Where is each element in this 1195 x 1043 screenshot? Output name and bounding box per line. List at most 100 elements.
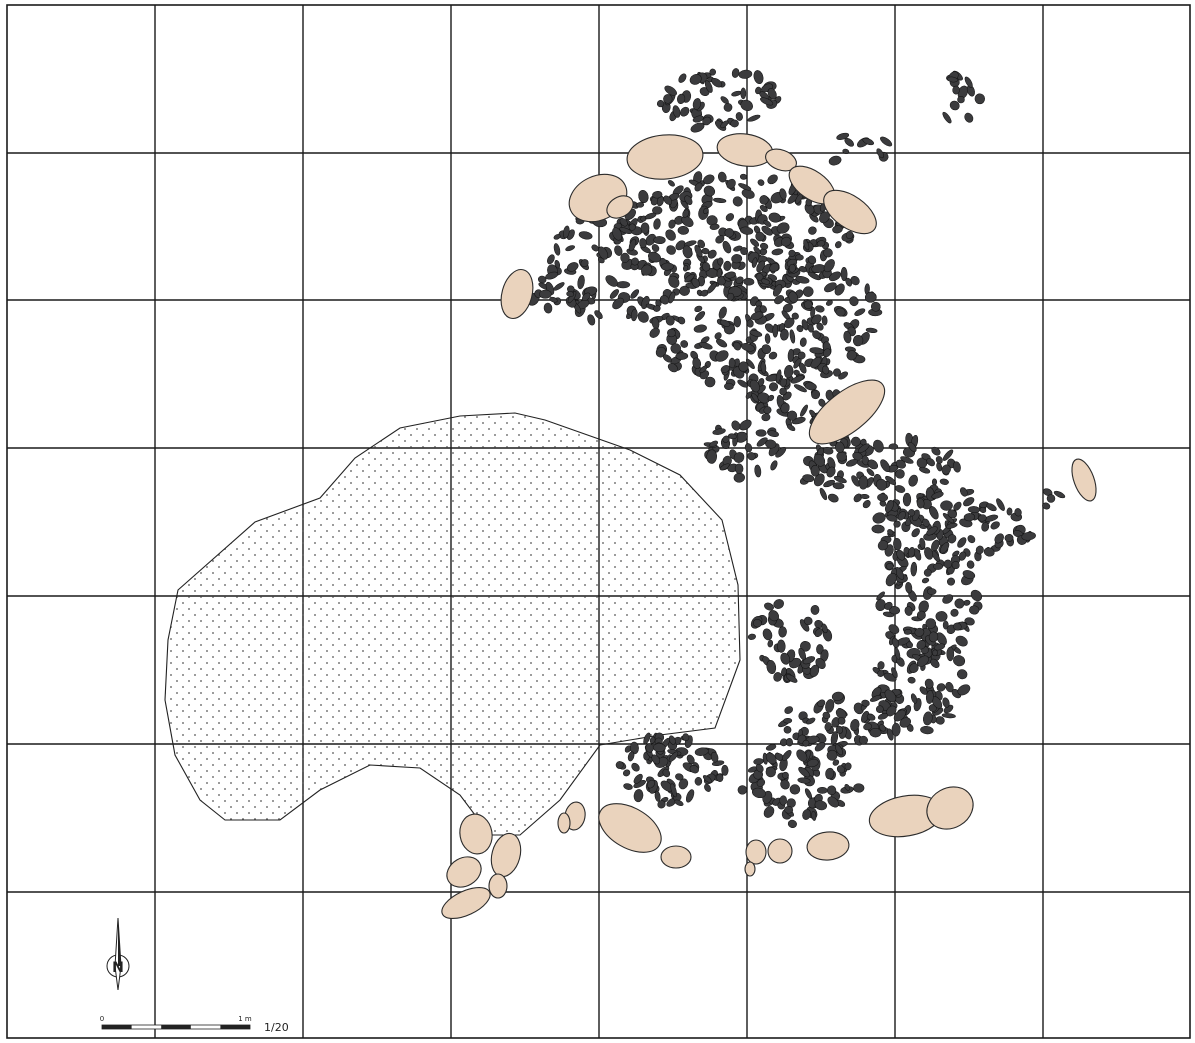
- cobble-stone: [547, 254, 555, 265]
- cobble-stone: [704, 783, 711, 792]
- slab: [459, 813, 493, 855]
- cobble-stone: [952, 85, 960, 95]
- cobble-stone: [791, 312, 799, 320]
- cobble-stone: [832, 482, 845, 490]
- cobble-stone: [622, 769, 631, 777]
- cobble-stone: [865, 327, 878, 334]
- cobble-stone: [886, 562, 894, 570]
- cobble-stone: [845, 458, 859, 467]
- cobble-stone: [779, 387, 787, 396]
- cobble-stone: [670, 783, 677, 798]
- cobble-stone: [967, 535, 976, 544]
- cobble-stone: [759, 204, 768, 213]
- cobble-stone: [945, 522, 958, 529]
- cobble-stone: [692, 357, 702, 369]
- cobble-stone: [726, 292, 735, 301]
- cobble-stone: [719, 463, 731, 471]
- cobble-stone: [762, 628, 773, 641]
- cobble-stone: [884, 689, 897, 703]
- cobble-stone: [955, 635, 968, 647]
- cobble-stone: [668, 291, 676, 304]
- cobble-stone: [891, 722, 901, 737]
- cobble-stone: [683, 240, 697, 247]
- cobble-stone: [1004, 534, 1014, 542]
- cobble-stone: [832, 225, 843, 234]
- cobble-stone: [824, 722, 832, 731]
- cobble-stone: [871, 524, 885, 534]
- cobble-stone: [703, 185, 716, 197]
- cobble-stone: [858, 475, 869, 490]
- cobble-stone: [809, 664, 820, 678]
- cobble-stone: [594, 310, 603, 319]
- cobble-stone: [767, 430, 779, 437]
- cobble-stone: [978, 514, 987, 522]
- cobble-stone: [775, 369, 782, 384]
- cobble-stone: [924, 678, 934, 689]
- cobble-stone: [629, 741, 639, 755]
- cobble-stone: [706, 449, 717, 464]
- cobble-stone: [756, 437, 768, 447]
- cobble-stone: [652, 191, 663, 199]
- cobble-stone: [1006, 507, 1013, 516]
- cobble-stone: [709, 223, 720, 230]
- cobble-stone: [862, 137, 874, 146]
- cobble-stone: [663, 94, 673, 104]
- slab: [744, 861, 756, 877]
- cobble-stone: [803, 239, 810, 251]
- cobble-stone: [899, 717, 911, 728]
- cobble-layer: [527, 68, 1066, 828]
- cobble-stone: [609, 289, 619, 299]
- cobble-stone: [846, 350, 857, 361]
- cobble-stone: [737, 785, 748, 795]
- cobble-stone: [810, 464, 820, 477]
- cobble-stone: [787, 410, 798, 421]
- cobble-stone: [751, 393, 760, 403]
- scale-ratio-label: 1/20: [264, 1021, 289, 1034]
- cobble-stone: [725, 213, 735, 222]
- cobble-stone: [1014, 508, 1022, 517]
- cobble-stone: [549, 296, 558, 303]
- cobble-stone: [816, 240, 826, 247]
- cobble-stone: [733, 316, 741, 328]
- cobble-stone: [703, 174, 715, 185]
- cobble-stone: [953, 655, 966, 667]
- cobble-stone: [859, 494, 870, 499]
- cobble-stone: [768, 212, 781, 223]
- cobble-stone: [939, 542, 950, 554]
- slab: [823, 189, 877, 235]
- cobble-stone: [743, 277, 755, 286]
- cobble-stone: [723, 103, 733, 112]
- cobble-stone: [649, 327, 660, 338]
- slab: [808, 379, 886, 445]
- cobble-stone: [933, 563, 944, 570]
- cobble-stone: [835, 441, 845, 453]
- cobble-stone: [798, 647, 807, 661]
- cobble-stone: [904, 606, 913, 616]
- cobble-stone: [836, 765, 845, 774]
- slab: [606, 195, 634, 219]
- cobble-stone: [921, 577, 930, 584]
- north-arrow-needle-half: [118, 918, 121, 966]
- cobble-stone: [711, 77, 723, 88]
- cobble-stone: [946, 76, 959, 83]
- cobble-stone: [849, 296, 859, 307]
- cobble-stone: [704, 376, 716, 388]
- cobble-stone: [701, 262, 711, 272]
- cobble-stone: [667, 180, 675, 187]
- cobble-stone: [771, 248, 784, 256]
- cobble-stone: [738, 361, 749, 372]
- cobble-stone: [817, 699, 826, 708]
- cobble-stone: [638, 190, 649, 203]
- cobble-stone: [808, 226, 817, 235]
- cobble-stone: [996, 498, 1005, 511]
- cobble-stone: [780, 652, 791, 665]
- cobble-stone: [851, 475, 860, 487]
- cobble-stone: [630, 289, 640, 299]
- cobble-stone: [838, 371, 848, 380]
- cobble-stone: [660, 262, 674, 271]
- cobble-stone: [678, 73, 687, 83]
- cobble-stone: [755, 231, 765, 242]
- cobble-stone: [668, 219, 676, 229]
- cobble-stone: [543, 302, 553, 314]
- cobble-stone: [824, 282, 837, 293]
